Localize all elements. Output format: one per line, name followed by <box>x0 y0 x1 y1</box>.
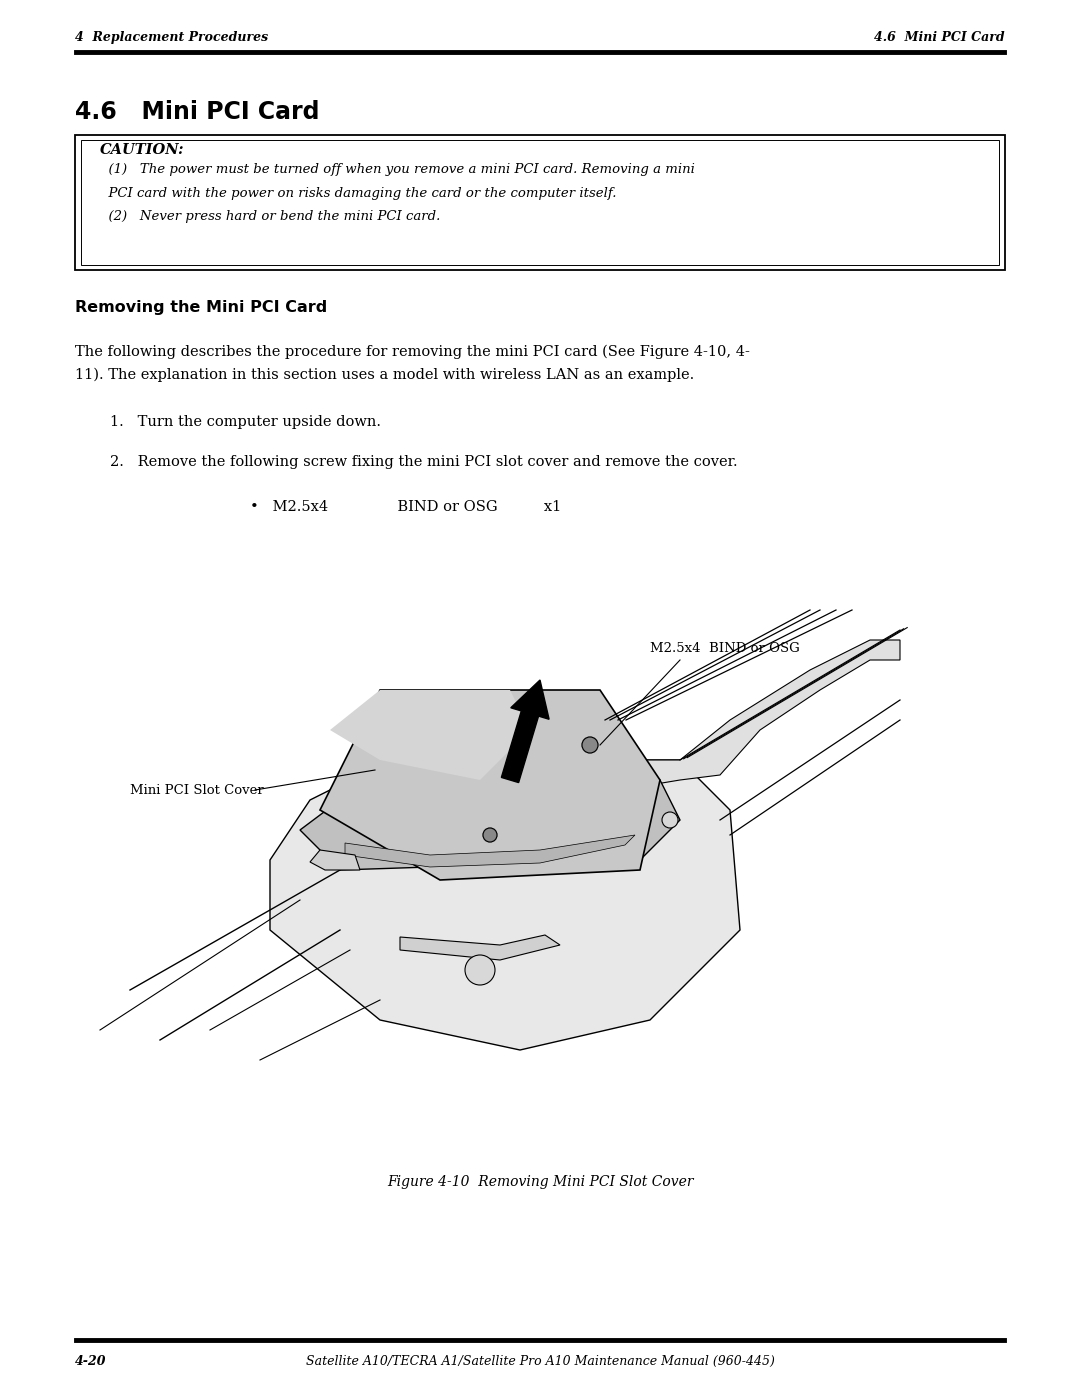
Text: 11). The explanation in this section uses a model with wireless LAN as an exampl: 11). The explanation in this section use… <box>75 367 694 383</box>
Text: Mini PCI Slot Cover: Mini PCI Slot Cover <box>130 784 264 796</box>
Polygon shape <box>400 935 561 960</box>
Text: The following describes the procedure for removing the mini PCI card (See Figure: The following describes the procedure fo… <box>75 345 750 359</box>
Text: (2)   Never press hard or bend the mini PCI card.: (2) Never press hard or bend the mini PC… <box>100 210 441 224</box>
Text: PCI card with the power on risks damaging the card or the computer itself.: PCI card with the power on risks damagin… <box>100 187 617 200</box>
Polygon shape <box>270 740 740 1051</box>
Text: Figure 4-10  Removing Mini PCI Slot Cover: Figure 4-10 Removing Mini PCI Slot Cover <box>387 1175 693 1189</box>
Polygon shape <box>320 690 660 880</box>
Text: (1)   The power must be turned off when you remove a mini PCI card. Removing a m: (1) The power must be turned off when yo… <box>100 163 694 176</box>
Polygon shape <box>330 690 530 780</box>
Text: 2.   Remove the following screw fixing the mini PCI slot cover and remove the co: 2. Remove the following screw fixing the… <box>110 455 738 469</box>
Circle shape <box>483 828 497 842</box>
Text: 4.6   Mini PCI Card: 4.6 Mini PCI Card <box>75 101 320 124</box>
Text: 4-20: 4-20 <box>75 1355 107 1368</box>
Text: 1.   Turn the computer upside down.: 1. Turn the computer upside down. <box>110 415 381 429</box>
Bar <box>81 140 999 265</box>
Text: CAUTION:: CAUTION: <box>100 142 185 156</box>
Bar <box>75 136 1005 270</box>
Text: Satellite A10/TECRA A1/Satellite Pro A10 Maintenance Manual (960-445): Satellite A10/TECRA A1/Satellite Pro A10… <box>306 1355 774 1368</box>
Text: •   M2.5x4               BIND or OSG          x1: • M2.5x4 BIND or OSG x1 <box>249 500 562 514</box>
Polygon shape <box>640 640 900 785</box>
Polygon shape <box>300 775 680 870</box>
Text: M2.5x4  BIND or OSG: M2.5x4 BIND or OSG <box>650 643 800 655</box>
Polygon shape <box>345 835 635 868</box>
Text: 4.6  Mini PCI Card: 4.6 Mini PCI Card <box>875 31 1005 43</box>
Text: Removing the Mini PCI Card: Removing the Mini PCI Card <box>75 300 327 314</box>
Text: 4  Replacement Procedures: 4 Replacement Procedures <box>75 31 268 43</box>
Polygon shape <box>310 849 360 870</box>
Circle shape <box>465 956 495 985</box>
FancyArrow shape <box>501 680 549 782</box>
Circle shape <box>582 738 598 753</box>
Circle shape <box>662 812 678 828</box>
